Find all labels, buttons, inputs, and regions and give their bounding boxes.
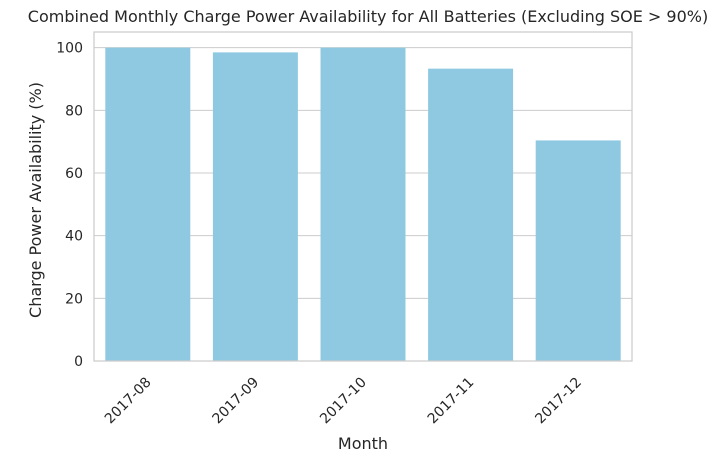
y-tick-label: 0 (74, 354, 83, 370)
bar (428, 68, 514, 361)
bar (535, 140, 621, 361)
axes-frame (93, 31, 633, 362)
y-axis-label: Charge Power Availability (%) (26, 82, 45, 318)
bar (105, 47, 191, 362)
y-tick-labels: 0 20 40 60 80 100 (56, 41, 83, 370)
plot-frame (93, 31, 633, 362)
y-tick-label: 100 (56, 41, 83, 57)
y-tick-label: 80 (65, 103, 83, 119)
x-tick-label: 2017-11 (425, 375, 478, 428)
bar (320, 47, 406, 362)
x-tick-labels: 2017-08 2017-09 2017-10 2017-11 2017-12 (102, 375, 585, 428)
chart-title: Combined Monthly Charge Power Availabili… (28, 7, 708, 26)
y-tick-label: 40 (65, 229, 83, 245)
bar (212, 52, 298, 361)
y-tick-label: 20 (65, 291, 83, 307)
x-tick-label: 2017-10 (317, 375, 370, 428)
x-tick-label: 2017-09 (210, 375, 263, 428)
bars (105, 47, 621, 362)
x-axis-label: Month (338, 434, 388, 453)
x-tick-label: 2017-08 (102, 375, 155, 428)
x-tick-label: 2017-12 (532, 375, 585, 428)
y-tick-label: 60 (65, 166, 83, 182)
